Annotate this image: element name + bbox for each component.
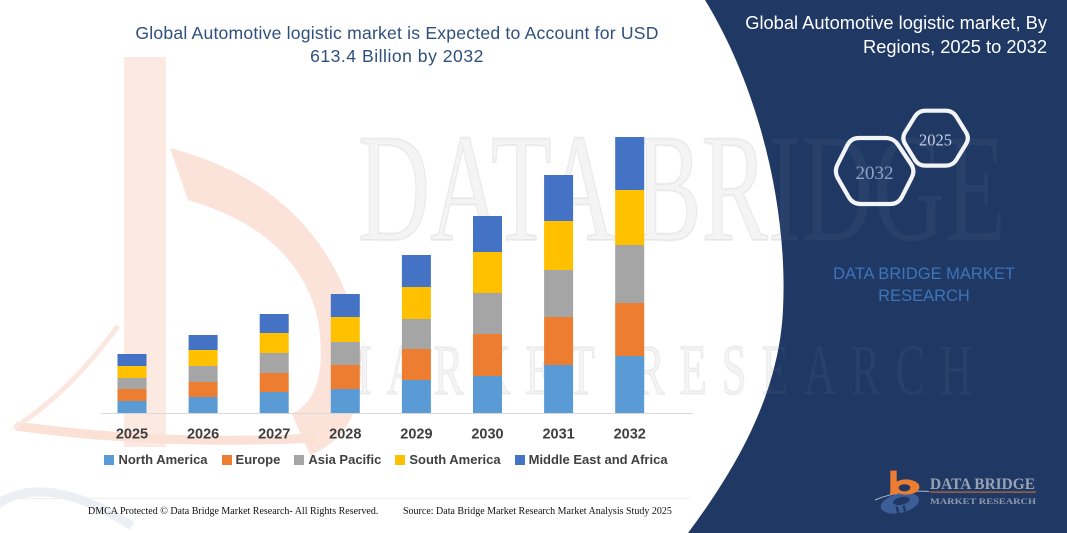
svg-text:MARKET RESEARCH: MARKET RESEARCH <box>930 496 1036 506</box>
svg-text:2025: 2025 <box>116 427 148 443</box>
svg-text:2032: 2032 <box>856 163 894 184</box>
svg-text:2032: 2032 <box>614 427 646 443</box>
svg-text:2029: 2029 <box>400 427 432 443</box>
svg-text:2025: 2025 <box>919 131 952 150</box>
svg-text:2027: 2027 <box>258 427 290 443</box>
svg-text:2028: 2028 <box>329 427 361 443</box>
svg-text:DATA BRIDGE: DATA BRIDGE <box>930 476 1035 493</box>
svg-text:2031: 2031 <box>542 427 574 443</box>
svg-text:2030: 2030 <box>471 427 503 443</box>
svg-text:2026: 2026 <box>187 427 219 443</box>
